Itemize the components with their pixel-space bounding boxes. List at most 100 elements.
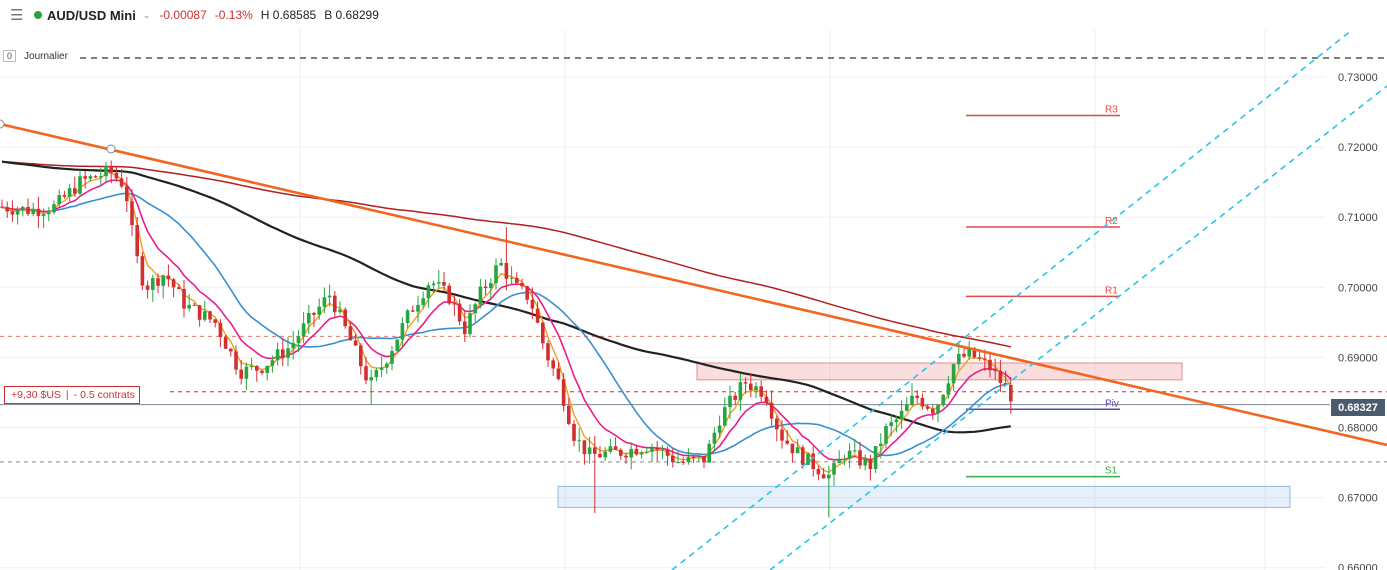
candle-body	[837, 458, 841, 464]
candle-body	[171, 279, 176, 288]
candle-body	[286, 348, 290, 358]
candle-body	[468, 313, 472, 335]
candle	[816, 465, 821, 481]
support-zone	[557, 485, 1291, 508]
candle	[827, 465, 831, 518]
candle-body	[431, 283, 436, 286]
candle	[551, 357, 555, 376]
candle	[494, 258, 498, 290]
candle-body	[894, 419, 899, 423]
candle-body	[593, 447, 597, 454]
candle	[223, 335, 228, 349]
position-pnl-box[interactable]: +9,30 $US | - 0.5 contrats	[4, 386, 140, 404]
candle	[728, 385, 732, 419]
candle	[457, 299, 462, 326]
candle-body	[192, 304, 197, 306]
candle-body	[827, 474, 831, 479]
candle-body	[535, 308, 540, 323]
candle-body	[447, 285, 451, 304]
candle-body	[1003, 382, 1008, 385]
candle-body	[452, 303, 457, 305]
candle-body	[353, 340, 358, 346]
candle-body	[546, 343, 550, 361]
candle-body	[868, 458, 873, 469]
candle-body	[156, 278, 160, 286]
candle	[426, 282, 431, 308]
candle-body	[676, 461, 680, 463]
candle	[21, 205, 25, 217]
candle-body	[671, 455, 675, 463]
bid-price: B 0.68299	[324, 8, 379, 22]
candle-body	[73, 188, 77, 194]
candle-body	[26, 206, 30, 215]
candle	[707, 439, 711, 463]
chevron-down-icon[interactable]: ⌄	[142, 9, 151, 20]
trendline-anchor-handle	[0, 119, 5, 129]
candle	[525, 285, 529, 305]
candle	[291, 330, 295, 360]
candle-body	[634, 448, 639, 455]
candle	[385, 361, 389, 374]
candle	[665, 446, 670, 466]
candle-body	[816, 469, 821, 475]
candle	[478, 278, 483, 309]
candle	[530, 287, 535, 319]
candle-body	[208, 311, 212, 320]
candle	[416, 295, 420, 323]
header-bar: ☰ AUD/USD Mini ⌄ -0.00087 -0.13% H 0.685…	[0, 0, 1387, 30]
candle-body	[260, 370, 264, 373]
candle-body	[47, 212, 51, 215]
candle-body	[177, 287, 181, 289]
candle	[114, 167, 119, 182]
candle-body	[343, 309, 347, 327]
candle	[801, 445, 805, 469]
candle-body	[359, 345, 363, 367]
candle	[754, 381, 758, 399]
candle	[795, 439, 800, 454]
candle-body	[785, 440, 789, 444]
candle-body	[858, 450, 862, 466]
candle	[676, 451, 680, 464]
candle	[863, 454, 867, 471]
candle	[244, 362, 249, 391]
candle-body	[660, 449, 665, 451]
candle-body	[665, 449, 670, 456]
candle	[639, 450, 644, 459]
hamburger-menu-icon[interactable]: ☰	[10, 6, 24, 24]
candle	[119, 169, 124, 189]
candle	[348, 322, 353, 341]
candle-body	[988, 359, 992, 371]
candle-body	[338, 309, 342, 313]
instrument-symbol[interactable]: AUD/USD Mini	[47, 7, 136, 23]
sma-100-line	[1, 160, 1011, 434]
candle	[993, 358, 997, 380]
candle	[379, 356, 384, 378]
zoom-value[interactable]: 0	[3, 50, 17, 62]
candle-body	[369, 377, 373, 381]
candle	[879, 433, 883, 459]
candle-body	[509, 277, 514, 279]
y-tick-label: 0.69000	[1338, 352, 1378, 364]
candle-body	[847, 450, 852, 459]
candle-body	[166, 275, 171, 280]
candle	[10, 200, 15, 223]
sma-50-line	[1, 192, 1011, 457]
candle-body	[962, 353, 966, 357]
candle-body	[187, 304, 191, 309]
candle-body	[395, 339, 399, 352]
candle	[905, 397, 909, 412]
candle	[218, 319, 223, 348]
candle	[447, 283, 451, 306]
candle-body	[400, 323, 405, 340]
candle	[806, 453, 810, 466]
candle	[790, 443, 795, 463]
candle-body	[130, 201, 134, 226]
candle	[946, 375, 951, 399]
candle-body	[587, 447, 592, 455]
candle	[353, 333, 358, 346]
candle	[41, 208, 46, 229]
candle	[395, 339, 399, 352]
candle-body	[712, 432, 717, 444]
candle	[301, 311, 306, 344]
price-chart[interactable]: R3 R2 R1 Piv S1 0.73000 0.72000 0.71000 0.70000…	[0, 30, 1387, 570]
